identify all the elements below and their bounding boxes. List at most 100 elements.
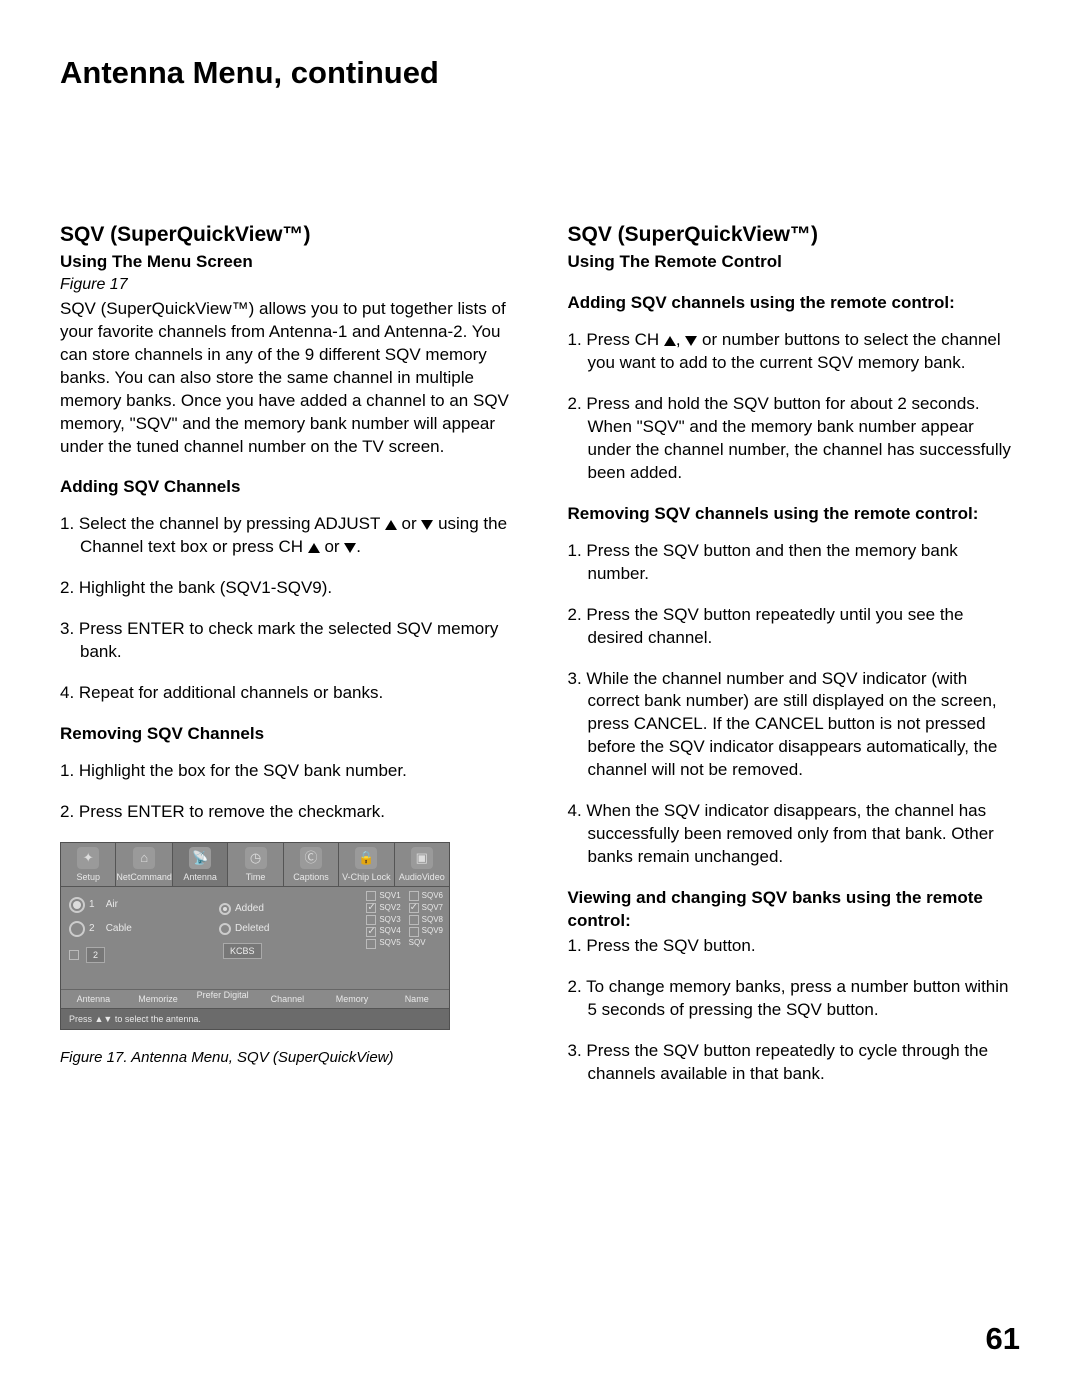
btab-prefer-digital: Prefer Digital (190, 990, 255, 1008)
time-icon: ◷ (245, 847, 267, 869)
sqv-bank-grid: SQV1 SQV6 SQV2 SQV7 SQV3 SQV8 SQV4 SQV9 … (366, 891, 443, 949)
btab-channel: Channel (255, 990, 320, 1008)
lock-icon: 🔒 (355, 847, 377, 869)
sqv-checkbox (409, 903, 419, 913)
triangle-up-icon (664, 336, 676, 346)
tab-label: Setup (61, 871, 115, 883)
sqv-label: SQV8 (422, 915, 443, 926)
radd-step-1: 1. Press CH , or number buttons to selec… (568, 329, 1021, 375)
setup-icon: ✦ (77, 847, 99, 869)
btab-name: Name (384, 990, 449, 1008)
radio-deleted (219, 923, 231, 935)
tab-captions: Ⓒ Captions (284, 843, 339, 886)
sqv-label: SQV5 (379, 938, 400, 949)
sqv-label: SQV (409, 938, 426, 949)
text: or (320, 537, 345, 556)
add-step-1: 1. Select the channel by pressing ADJUST… (60, 513, 513, 559)
radio-added (219, 903, 231, 915)
sqv-checkbox (366, 939, 376, 949)
right-column: SQV (SuperQuickView™) Using The Remote C… (568, 221, 1021, 1104)
add-step-3: 3. Press ENTER to check mark the selecte… (60, 618, 513, 664)
page-title: Antenna Menu, continued (60, 55, 1020, 91)
removing-channels-heading: Removing SQV Channels (60, 723, 513, 746)
sqv-label: SQV4 (379, 926, 400, 937)
figure-caption: Figure 17. Antenna Menu, SQV (SuperQuick… (60, 1048, 513, 1068)
sqv-label: SQV3 (379, 915, 400, 926)
add-step-2: 2. Highlight the bank (SQV1-SQV9). (60, 577, 513, 600)
rview-step-1: 1. Press the SQV button. (568, 935, 1021, 958)
sqv-checkbox (366, 915, 376, 925)
radd-step-2: 2. Press and hold the SQV button for abo… (568, 393, 1021, 485)
radio-antenna-1 (69, 897, 85, 913)
figure-17: ✦Setup ⌂NetCommand 📡Antenna ◷Time ⒸCapti… (60, 842, 450, 1030)
tab-label: NetCommand (116, 871, 172, 883)
rem-step-2: 2. Press ENTER to remove the checkmark. (60, 801, 513, 824)
channel-box: 2 (86, 947, 105, 963)
triangle-down-icon (344, 543, 356, 553)
tab-vchip: 🔒 V-Chip Lock (339, 843, 394, 886)
tab-netcommand: ⌂ NetCommand (116, 843, 173, 886)
sqv-checkbox (409, 915, 419, 925)
sqv-checkbox (366, 903, 376, 913)
sqv-label: SQV7 (422, 903, 443, 914)
label: Added (235, 902, 264, 916)
rview-step-3: 3. Press the SQV button repeatedly to cy… (568, 1040, 1021, 1086)
radio-antenna-2 (69, 921, 85, 937)
rrem-step-2: 2. Press the SQV button repeatedly until… (568, 604, 1021, 650)
adding-remote-heading: Adding SQV channels using the remote con… (568, 292, 1021, 315)
label: Deleted (235, 922, 269, 936)
tab-setup: ✦ Setup (61, 843, 116, 886)
triangle-up-icon (385, 520, 397, 530)
sqv-checkbox (366, 891, 376, 901)
netcommand-icon: ⌂ (133, 847, 155, 869)
captions-icon: Ⓒ (300, 847, 322, 869)
triangle-down-icon (685, 336, 697, 346)
sqv-label: SQV2 (379, 903, 400, 914)
figure-reference: Figure 17 (60, 274, 513, 296)
sqv-checkbox (366, 927, 376, 937)
btab-memory: Memory (320, 990, 385, 1008)
rem-step-1: 1. Highlight the box for the SQV bank nu… (60, 760, 513, 783)
memory-status: Added Deleted KCBS (219, 899, 314, 961)
left-column: SQV (SuperQuickView™) Using The Menu Scr… (60, 221, 513, 1104)
right-heading: SQV (SuperQuickView™) (568, 221, 1021, 249)
figure-hint-bar: Press ▲▼ to select the antenna. (61, 1008, 449, 1029)
checkbox (69, 950, 79, 960)
tab-label: Captions (284, 871, 338, 883)
antenna-icon: 📡 (189, 847, 211, 869)
adding-channels-heading: Adding SQV Channels (60, 476, 513, 499)
tab-audiovideo: ▣ AudioVideo (395, 843, 449, 886)
content-columns: SQV (SuperQuickView™) Using The Menu Scr… (60, 221, 1020, 1104)
rrem-step-1: 1. Press the SQV button and then the mem… (568, 540, 1021, 586)
label: 1 (89, 898, 95, 912)
sqv-checkbox (409, 927, 419, 937)
tab-label: Antenna (173, 871, 227, 883)
triangle-up-icon (308, 543, 320, 553)
text: 1. Press CH (568, 330, 664, 349)
sqv-label: SQV1 (379, 891, 400, 902)
sqv-label: SQV6 (422, 891, 443, 902)
sqv-label: SQV9 (422, 926, 443, 937)
sqv-checkbox (409, 891, 419, 901)
antenna-select: 1 Air 2 Cable 2 (69, 895, 219, 965)
label: 2 (89, 922, 95, 936)
removing-remote-heading: Removing SQV channels using the remote c… (568, 503, 1021, 526)
rrem-step-3: 3. While the channel number and SQV indi… (568, 668, 1021, 783)
rview-step-2: 2. To change memory banks, press a numbe… (568, 976, 1021, 1022)
add-step-4: 4. Repeat for additional channels or ban… (60, 682, 513, 705)
label: Air (106, 898, 118, 912)
text: , (676, 330, 685, 349)
left-subheading: Using The Menu Screen (60, 251, 513, 274)
page-number: 61 (986, 1321, 1020, 1357)
tab-antenna: 📡 Antenna (173, 843, 228, 886)
text: . (356, 537, 361, 556)
left-heading: SQV (SuperQuickView™) (60, 221, 513, 249)
label: Cable (106, 922, 132, 936)
tab-label: AudioVideo (395, 871, 449, 883)
figure-top-tabs: ✦Setup ⌂NetCommand 📡Antenna ◷Time ⒸCapti… (61, 843, 449, 887)
figure-body: 1 Air 2 Cable 2 Added Deleted KCBS SQV1 … (61, 887, 449, 989)
btab-memorize: Memorize (126, 990, 191, 1008)
btab-antenna: Antenna (61, 990, 126, 1008)
tab-label: V-Chip Lock (339, 871, 393, 883)
audiovideo-icon: ▣ (411, 847, 433, 869)
